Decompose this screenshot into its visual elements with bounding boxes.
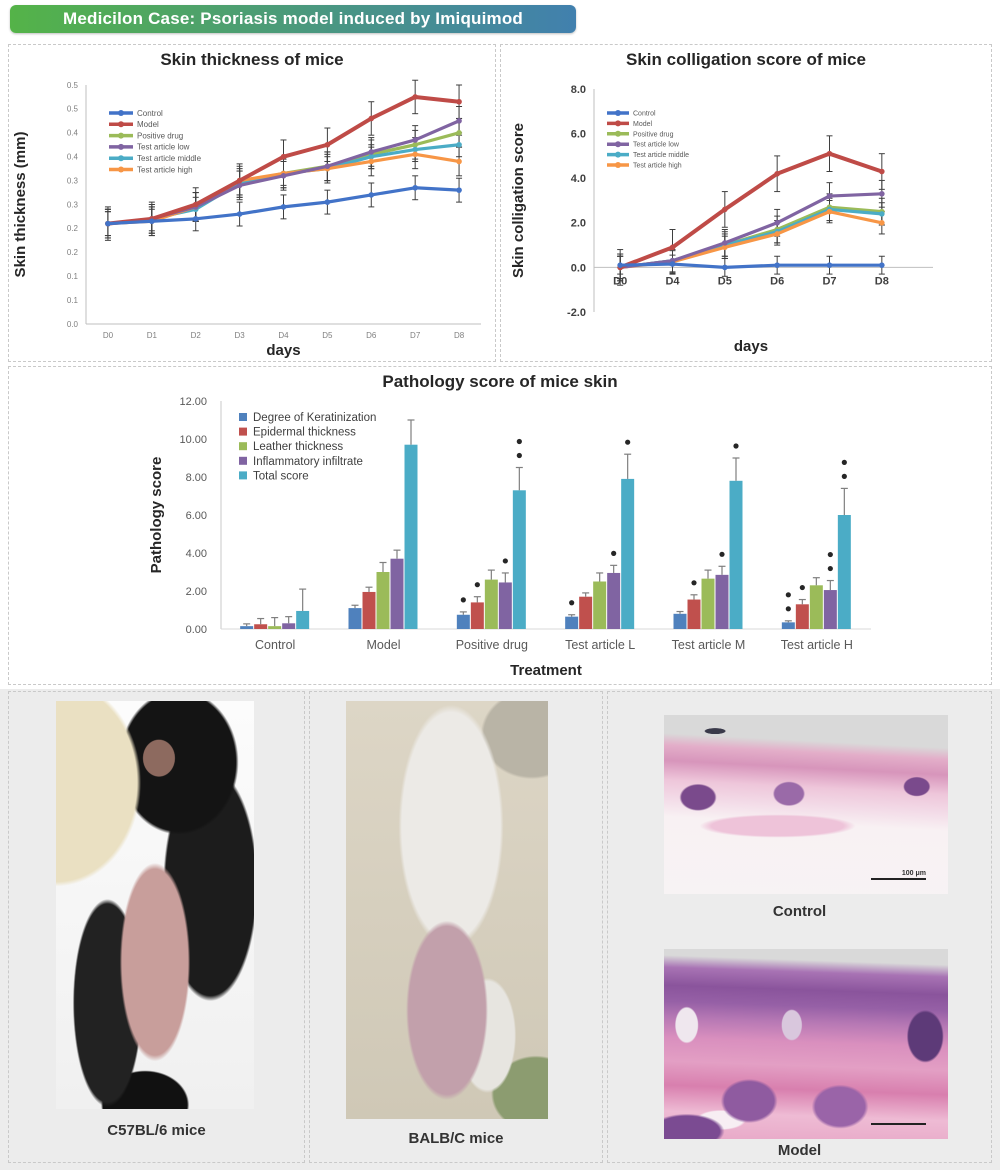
svg-text:D2: D2 [191, 331, 202, 340]
balb-mouse-caption: BALB/C mice [408, 1130, 504, 1147]
skin-thickness-panel: Skin thickness of mice 0.0 0.1 0.1 0.2 0.2 0.… [8, 44, 496, 362]
svg-text:Test article high: Test article high [137, 165, 193, 174]
scale-bar [871, 1123, 926, 1125]
svg-text:-2.0: -2.0 [567, 307, 586, 319]
svg-text:4.00: 4.00 [186, 548, 207, 560]
svg-text:10.00: 10.00 [179, 434, 207, 446]
svg-text:Control: Control [633, 110, 656, 117]
svg-text:Test article middle: Test article middle [137, 154, 202, 163]
pathology-bar-chart: 0.00 2.00 4.00 6.00 8.00 10.00 12.00 Control Mod… [148, 396, 871, 679]
histology-model-image [664, 949, 948, 1139]
svg-text:2.0: 2.0 [571, 218, 586, 230]
svg-text:D5: D5 [718, 275, 732, 287]
svg-text:D8: D8 [875, 275, 889, 287]
histology-panel: 100 μm Control Model [607, 691, 992, 1163]
svg-text:6.0: 6.0 [571, 128, 586, 140]
pathology-chart-title: Pathology score of mice skin [382, 372, 618, 391]
svg-text:Test article M: Test article M [672, 638, 746, 652]
svg-text:D5: D5 [322, 331, 333, 340]
svg-text:Treatment: Treatment [510, 662, 582, 679]
svg-text:Control: Control [137, 109, 163, 118]
svg-text:Inflammatory infiltrate: Inflammatory infiltrate [253, 456, 363, 468]
svg-text:8.0: 8.0 [571, 84, 586, 96]
svg-text:Test article middle: Test article middle [633, 152, 689, 159]
svg-text:D6: D6 [770, 275, 784, 287]
svg-text:Test article L: Test article L [565, 638, 635, 652]
svg-text:D7: D7 [822, 275, 836, 287]
svg-text:Positive drug: Positive drug [137, 131, 183, 140]
skin-colligation-line-chart: -2.00.02.04.06.08.0D0 D4 D5 D6 D7 D8ControlMo… [510, 84, 933, 355]
svg-text:Test article low: Test article low [137, 143, 190, 152]
svg-text:D6: D6 [366, 331, 377, 340]
c57-mouse-photo [56, 701, 254, 1109]
balb-mouse-panel: BALB/C mice [309, 691, 603, 1163]
svg-text:Model: Model [366, 638, 400, 652]
skin-thickness-chart-title: Skin thickness of mice [160, 50, 344, 69]
svg-text:Positive drug: Positive drug [633, 131, 674, 138]
svg-text:8.00: 8.00 [186, 472, 207, 484]
svg-text:Skin thickness (mm): Skin thickness (mm) [12, 132, 29, 278]
skin-colligation-chart-title: Skin colligation score of mice [626, 50, 866, 69]
svg-text:Model: Model [137, 120, 159, 129]
svg-text:0.4: 0.4 [67, 153, 79, 162]
histology-control-caption: Control [772, 903, 827, 920]
svg-text:Positive drug: Positive drug [456, 638, 528, 652]
svg-text:Control: Control [255, 638, 295, 652]
svg-text:12.00: 12.00 [179, 396, 207, 408]
c57-mouse-caption: C57BL/6 mice [107, 1122, 206, 1139]
svg-text:Degree of Keratinization: Degree of Keratinization [253, 412, 376, 424]
svg-text:0.0: 0.0 [67, 320, 79, 329]
histology-model-caption: Model [777, 1142, 822, 1159]
c57-mouse-panel: C57BL/6 mice [8, 691, 305, 1163]
svg-text:4.0: 4.0 [571, 173, 586, 185]
scale-bar: 100 μm [871, 870, 926, 880]
svg-text:0.5: 0.5 [67, 81, 79, 90]
svg-text:days: days [266, 342, 300, 359]
svg-text:D4: D4 [665, 275, 680, 287]
svg-text:D0: D0 [103, 331, 114, 340]
svg-text:0.1: 0.1 [67, 272, 79, 281]
svg-text:0.00: 0.00 [186, 624, 207, 636]
case-title-text: Medicilon Case: Psoriasis model induced … [62, 9, 524, 28]
svg-text:Test article high: Test article high [633, 162, 682, 169]
svg-text:0.3: 0.3 [67, 200, 79, 209]
svg-text:Test article H: Test article H [781, 638, 853, 652]
svg-text:Model: Model [633, 121, 653, 128]
svg-text:0.3: 0.3 [67, 176, 79, 185]
svg-text:D7: D7 [410, 331, 421, 340]
svg-text:D1: D1 [147, 331, 158, 340]
case-title-banner: Medicilon Case: Psoriasis model induced … [10, 5, 576, 33]
svg-text:0.0: 0.0 [571, 262, 586, 274]
svg-text:0.5: 0.5 [67, 105, 79, 114]
svg-text:6.00: 6.00 [186, 510, 207, 522]
svg-text:2.00: 2.00 [186, 586, 207, 598]
svg-text:Epidermal thickness: Epidermal thickness [253, 427, 356, 439]
svg-text:0.2: 0.2 [67, 224, 79, 233]
svg-text:D8: D8 [454, 331, 465, 340]
svg-text:days: days [734, 338, 768, 355]
svg-text:0.1: 0.1 [67, 296, 79, 305]
svg-text:Total score: Total score [253, 470, 309, 482]
svg-text:0.2: 0.2 [67, 248, 79, 257]
svg-text:D3: D3 [234, 331, 245, 340]
skin-thickness-line-chart: 0.0 0.1 0.1 0.2 0.2 0.3 0.3 0.4 0.4 0.5 0.5 D0 D1 D2 D… [12, 79, 481, 359]
svg-text:Test article low: Test article low [633, 142, 680, 149]
svg-text:0.4: 0.4 [67, 129, 79, 138]
histology-control-image: 100 μm [664, 715, 948, 894]
svg-text:Pathology score: Pathology score [148, 457, 165, 574]
svg-text:D4: D4 [278, 331, 289, 340]
scale-bar-label: 100 μm [901, 870, 926, 877]
pathology-score-panel: Pathology score of mice skin 0.00 2.00 4.0… [8, 366, 992, 685]
balb-mouse-photo [346, 701, 548, 1119]
skin-colligation-panel: Skin colligation score of mice -2.0 0.0 2.… [500, 44, 992, 362]
svg-text:Leather thickness: Leather thickness [253, 441, 343, 453]
svg-text:Skin colligation score: Skin colligation score [510, 123, 527, 278]
